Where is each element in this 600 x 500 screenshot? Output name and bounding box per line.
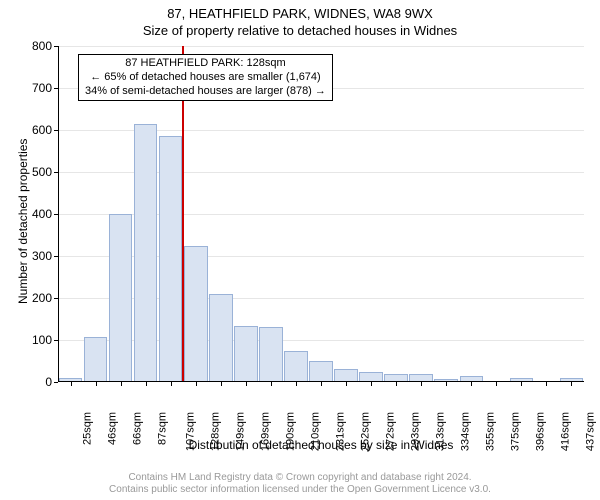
y-axis-label: Number of detached properties <box>16 139 30 304</box>
y-tick-label: 200 <box>32 291 58 305</box>
bar <box>334 369 358 382</box>
bar <box>184 246 208 382</box>
annotation-line: 34% of semi-detached houses are larger (… <box>85 85 326 99</box>
y-tick-label: 800 <box>32 39 58 53</box>
footer-line-2: Contains public sector information licen… <box>0 484 600 496</box>
footer-line-1: Contains HM Land Registry data © Crown c… <box>0 472 600 484</box>
y-tick-label: 700 <box>32 81 58 95</box>
y-tick-label: 500 <box>32 165 58 179</box>
y-tick-label: 100 <box>32 333 58 347</box>
y-tick-label: 0 <box>45 375 58 389</box>
y-tick-label: 300 <box>32 249 58 263</box>
plot-area: 010020030040050060070080025sqm46sqm66sqm… <box>58 46 584 382</box>
y-tick-label: 600 <box>32 123 58 137</box>
annotation-line: 87 HEATHFIELD PARK: 128sqm <box>85 57 326 71</box>
bar <box>134 124 158 382</box>
bar <box>309 361 333 382</box>
bar <box>84 337 108 382</box>
bar <box>209 294 233 382</box>
annotation-box: 87 HEATHFIELD PARK: 128sqm← 65% of detac… <box>78 54 333 101</box>
title-line-2: Size of property relative to detached ho… <box>0 21 600 38</box>
bar <box>159 136 183 382</box>
chart-container: 87, HEATHFIELD PARK, WIDNES, WA8 9WX Siz… <box>0 0 600 500</box>
title-line-1: 87, HEATHFIELD PARK, WIDNES, WA8 9WX <box>0 0 600 21</box>
bar <box>259 327 283 382</box>
bar <box>234 326 258 382</box>
annotation-line: ← 65% of detached houses are smaller (1,… <box>85 71 326 85</box>
x-tick-label: 437sqm <box>585 412 597 451</box>
x-axis-label: Distribution of detached houses by size … <box>58 438 584 452</box>
y-tick-label: 400 <box>32 207 58 221</box>
bar <box>109 214 133 382</box>
footer: Contains HM Land Registry data © Crown c… <box>0 472 600 496</box>
bar <box>284 351 308 382</box>
grid-line <box>58 46 584 47</box>
